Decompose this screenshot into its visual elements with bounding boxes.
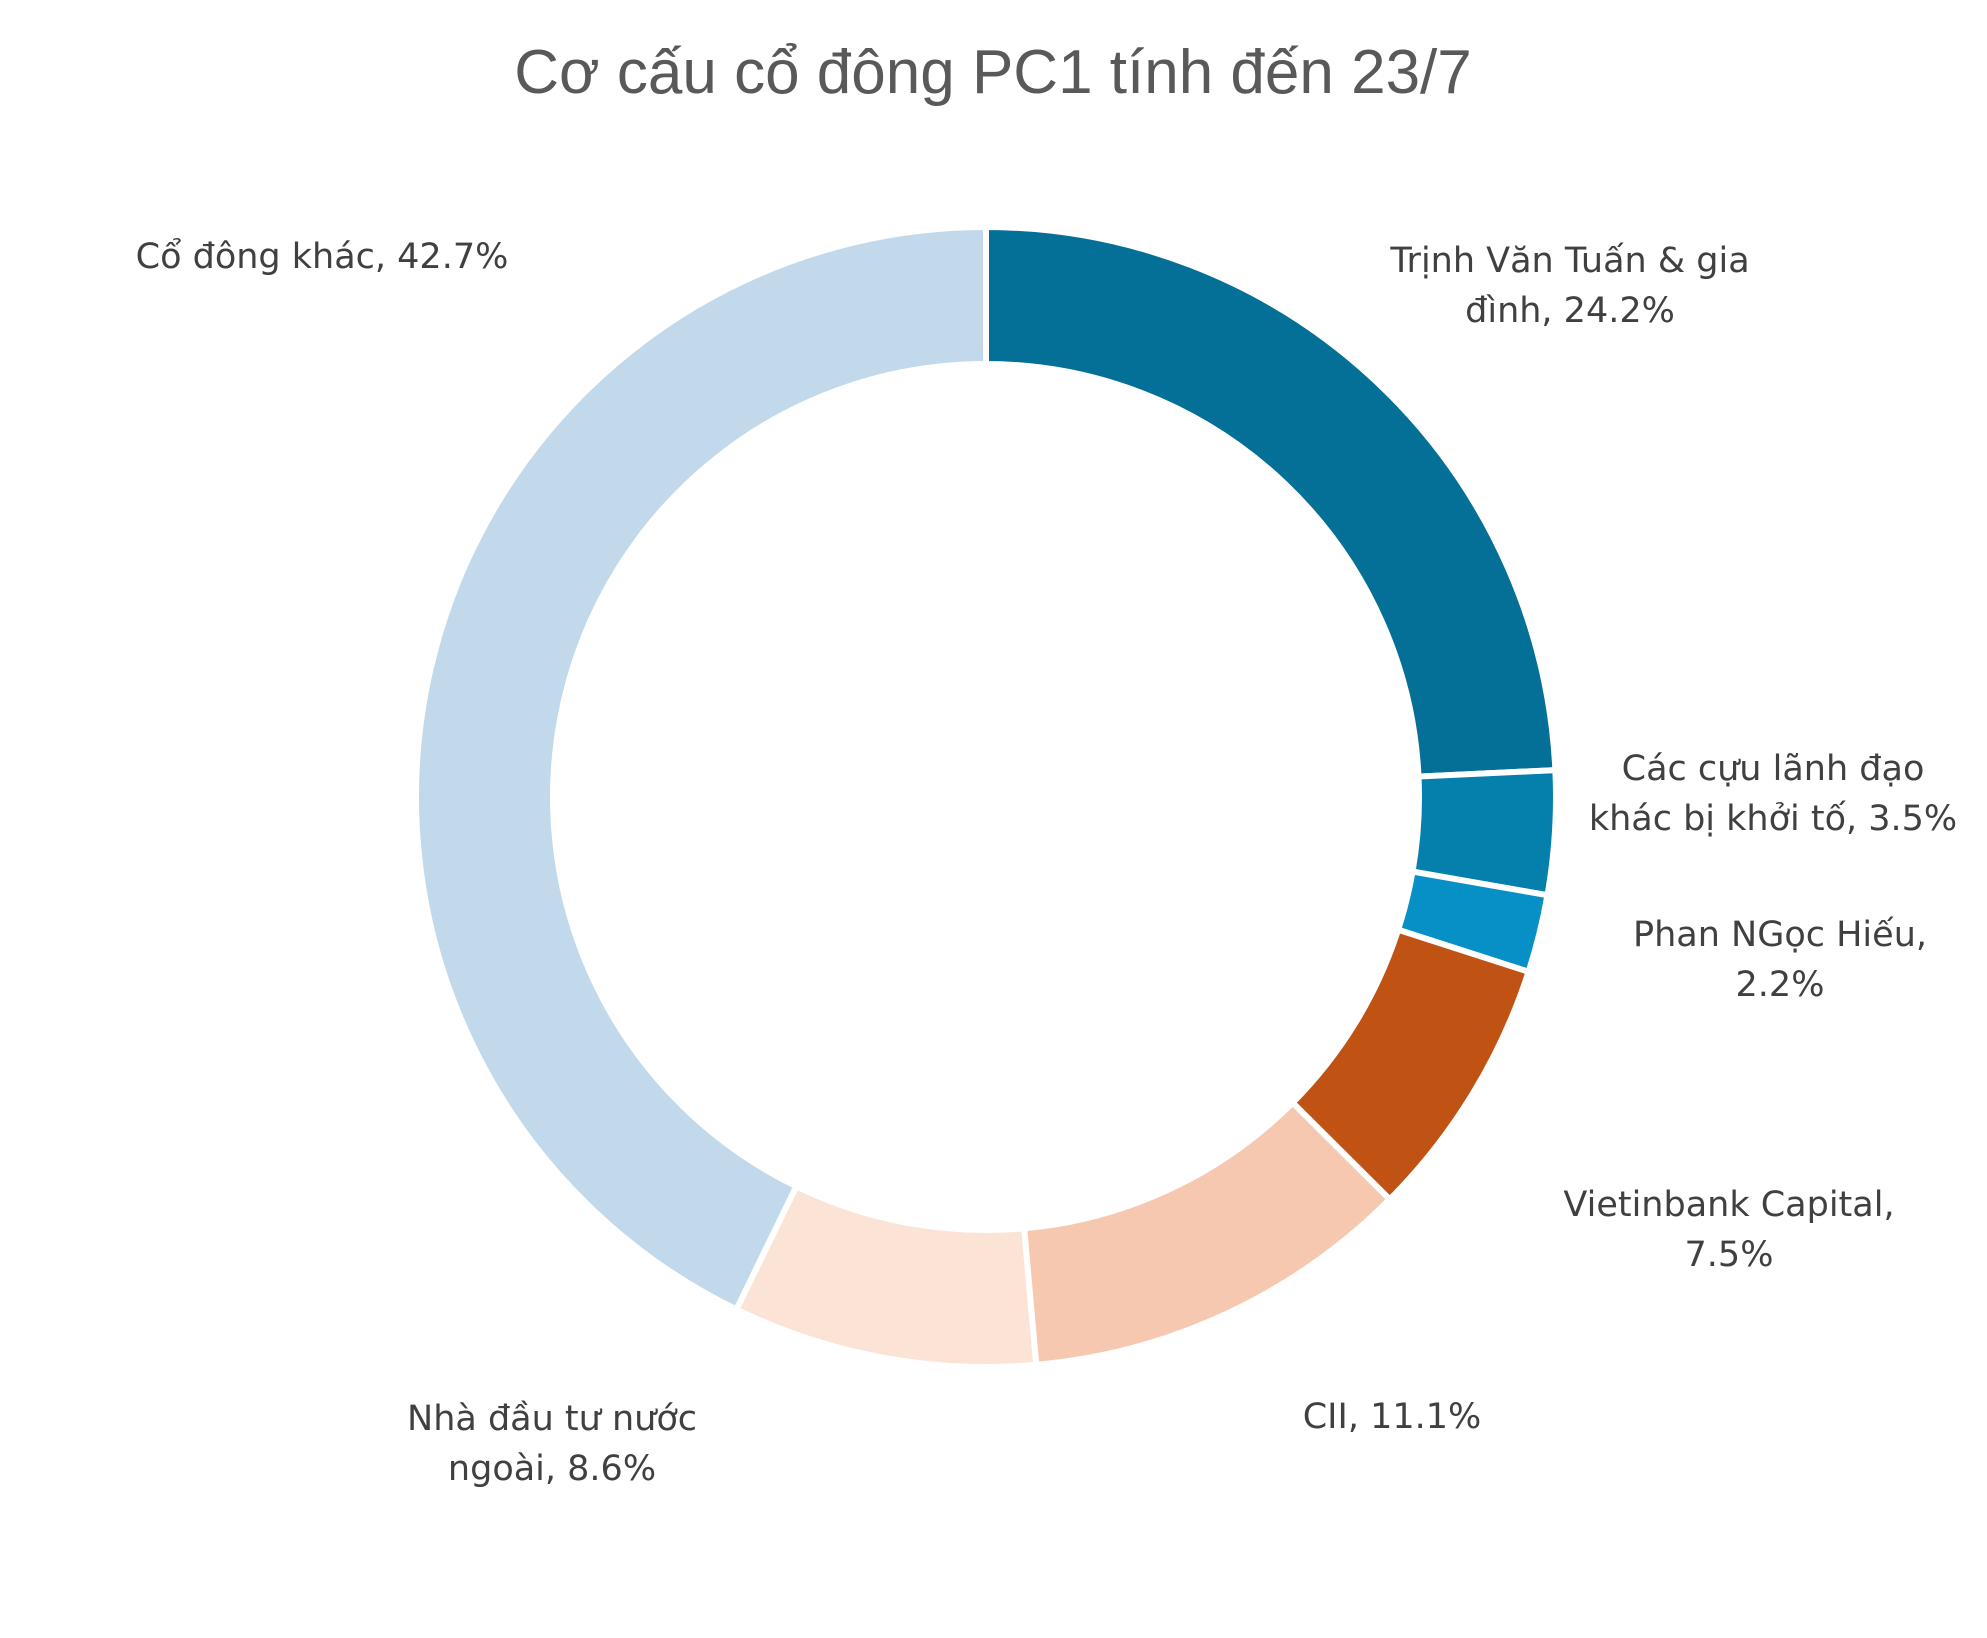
data-label-trinh-van-tuan-gia-dinh: Trịnh Văn Tuấn & gia đình, 24.2% [1389, 241, 1749, 331]
data-label-line: khác bị khởi tố, 3.5% [1589, 799, 1957, 839]
data-label-nha-dau-tu-nuoc-ngoai: Nhà đầu tư nước ngoài, 8.6% [407, 1399, 697, 1489]
data-label-vietinbank-capital: Vietinbank Capital, 7.5% [1563, 1185, 1894, 1275]
labels-group: Trịnh Văn Tuấn & gia đình, 24.2% Các cựu l… [136, 236, 1958, 1489]
data-label-line: 2.2% [1736, 965, 1825, 1005]
data-label-line: CII, 11.1% [1303, 1397, 1482, 1437]
data-label-line: Vietinbank Capital, [1563, 1185, 1894, 1225]
slices-group [413, 223, 1559, 1370]
data-label-line: đình, 24.2% [1465, 291, 1675, 331]
data-label-line: Phan NGọc Hiếu, [1633, 915, 1927, 955]
slice-co-dong-khac [413, 223, 989, 1314]
chart-title: Cơ cấu cổ đông PC1 tính đến 23/7 [514, 38, 1472, 107]
data-label-cii: CII, 11.1% [1303, 1397, 1482, 1437]
data-label-cac-cuu-lanh-dao-khac-bi-khoi-to: Các cựu lãnh đạo khác bị khởi tố, 3.5% [1589, 749, 1957, 839]
data-label-line: Nhà đầu tư nước [407, 1399, 697, 1439]
slice-cii [1020, 1098, 1394, 1369]
data-label-line: 7.5% [1685, 1235, 1774, 1275]
data-label-line: Các cựu lãnh đạo [1622, 749, 1925, 789]
data-label-co-dong-khac: Cổ đông khác, 42.7% [136, 236, 509, 277]
data-label-line: Cổ đông khác, 42.7% [136, 236, 509, 277]
data-label-line: ngoài, 8.6% [448, 1449, 656, 1489]
data-label-phan-ngoc-hieu: Phan NGọc Hiếu, 2.2% [1633, 915, 1927, 1005]
slice-trinh-van-tuan-gia-dinh [983, 223, 1559, 780]
data-label-line: Trịnh Văn Tuấn & gia [1389, 241, 1749, 281]
